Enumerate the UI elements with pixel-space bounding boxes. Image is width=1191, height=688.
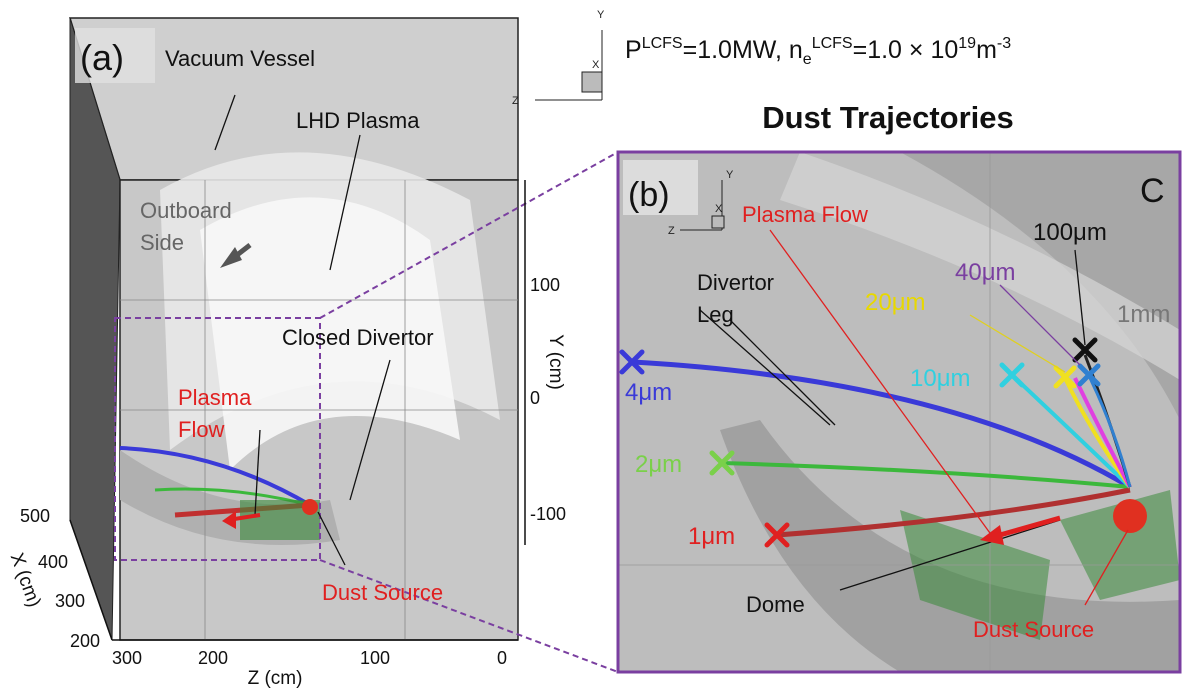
annotation: Dust Source [322,580,443,605]
triad-label: X [592,59,600,71]
region-label: C [1140,172,1165,210]
panel-label: (a) [80,37,124,78]
triad-label: Y [597,9,605,21]
z-axis-label: Z (cm) [248,668,303,688]
annotation: Leg [697,302,734,327]
annotation: Plasma Flow [742,202,868,227]
condition-sup: LCFS [812,35,853,52]
size-label: 40μm [955,259,1016,286]
x-tick-label: 200 [70,631,100,651]
x-tick-label: 300 [55,591,85,611]
x-tick-label: 400 [38,552,68,572]
annotation: Side [140,230,184,255]
annotation: Closed Divertor [282,325,434,350]
triad-label: Z [668,225,675,237]
z-tick-label: 200 [198,648,228,668]
panel-a-graphics [68,17,619,673]
annotation: LHD Plasma [296,108,420,133]
panel-label: (b) [628,176,670,214]
condition-sub: e [803,51,812,68]
triad-label: Y [726,169,734,181]
x-tick-label: 500 [20,506,50,526]
y-tick-label: 0 [530,388,540,408]
size-label: 20μm [865,289,926,316]
condition-part: P [625,36,642,64]
annotation: Vacuum Vessel [165,46,315,71]
annotation: Divertor [697,270,774,295]
condition-part: =1.0MW, n [683,36,803,64]
triad-label: Z [512,95,519,107]
condition-part: =1.0 × 10 [853,36,959,64]
annotation: Flow [178,417,225,442]
size-label: 10μm [910,365,971,392]
y-tick-label: -100 [530,504,566,524]
condition: PLCFS=1.0MW, neLCFS=1.0 × 1019m-3 [625,35,1011,68]
size-label: 1mm [1117,301,1170,328]
triad-label: X [715,203,723,215]
size-label: 2μm [635,451,682,478]
y-axis-label: Y (cm) [545,334,566,390]
axis-triad [535,30,603,101]
condition-sup: 19 [958,35,976,52]
panel-b-graphics [616,150,1182,674]
z-tick-label: 100 [360,648,390,668]
title: Dust Trajectories [762,100,1014,135]
y-tick-label: 100 [530,275,560,295]
annotation: Plasma [178,385,252,410]
annotation: Dust Source [973,617,1094,642]
size-label: 1μm [688,523,735,550]
condition-part: m [976,36,997,64]
condition-sup: -3 [997,35,1011,52]
annotation: Outboard [140,198,232,223]
annotation: Dome [746,592,805,617]
size-label: 100μm [1033,219,1107,246]
size-label: 4μm [625,379,672,406]
z-tick-label: 0 [497,648,507,668]
condition-sup: LCFS [642,35,683,52]
z-tick-label: 300 [112,648,142,668]
